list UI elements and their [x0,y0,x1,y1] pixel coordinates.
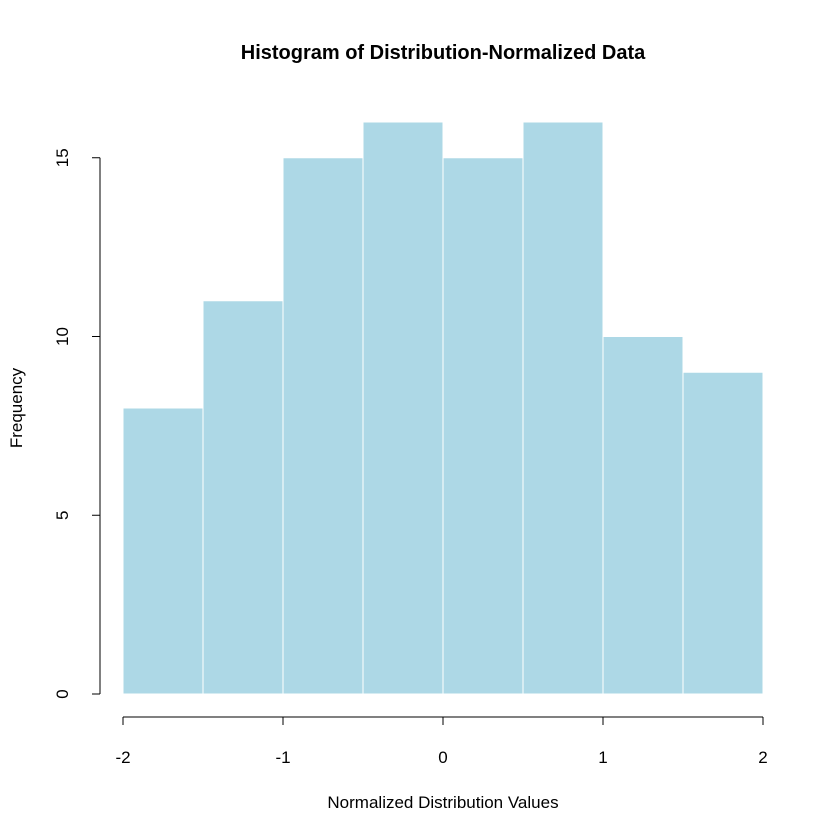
y-tick-label: 5 [53,511,72,520]
y-axis: 0 5 10 15 [53,148,101,699]
x-tick-label: -1 [275,748,290,767]
histogram-bar [442,157,524,695]
x-tick-label: 1 [598,748,607,767]
histogram-bar [362,121,444,695]
bars-group [122,121,764,695]
histogram-bar [202,300,284,695]
y-axis-label: Frequency [7,367,26,448]
histogram-bar [602,336,684,695]
histogram-bar [682,371,764,695]
chart-title: Histogram of Distribution-Normalized Dat… [241,42,646,64]
x-axis-label: Normalized Distribution Values [327,793,558,812]
x-axis: -2 -1 0 1 2 [115,716,768,767]
x-tick-label: -2 [115,748,130,767]
y-tick-label: 0 [53,689,72,698]
y-tick-label: 15 [53,148,72,167]
y-tick-label: 10 [53,327,72,346]
x-tick-label: 0 [438,748,447,767]
histogram-bar [282,157,364,695]
histogram-bar [122,407,204,695]
x-tick-label: 2 [758,748,767,767]
histogram-bar [522,121,604,695]
